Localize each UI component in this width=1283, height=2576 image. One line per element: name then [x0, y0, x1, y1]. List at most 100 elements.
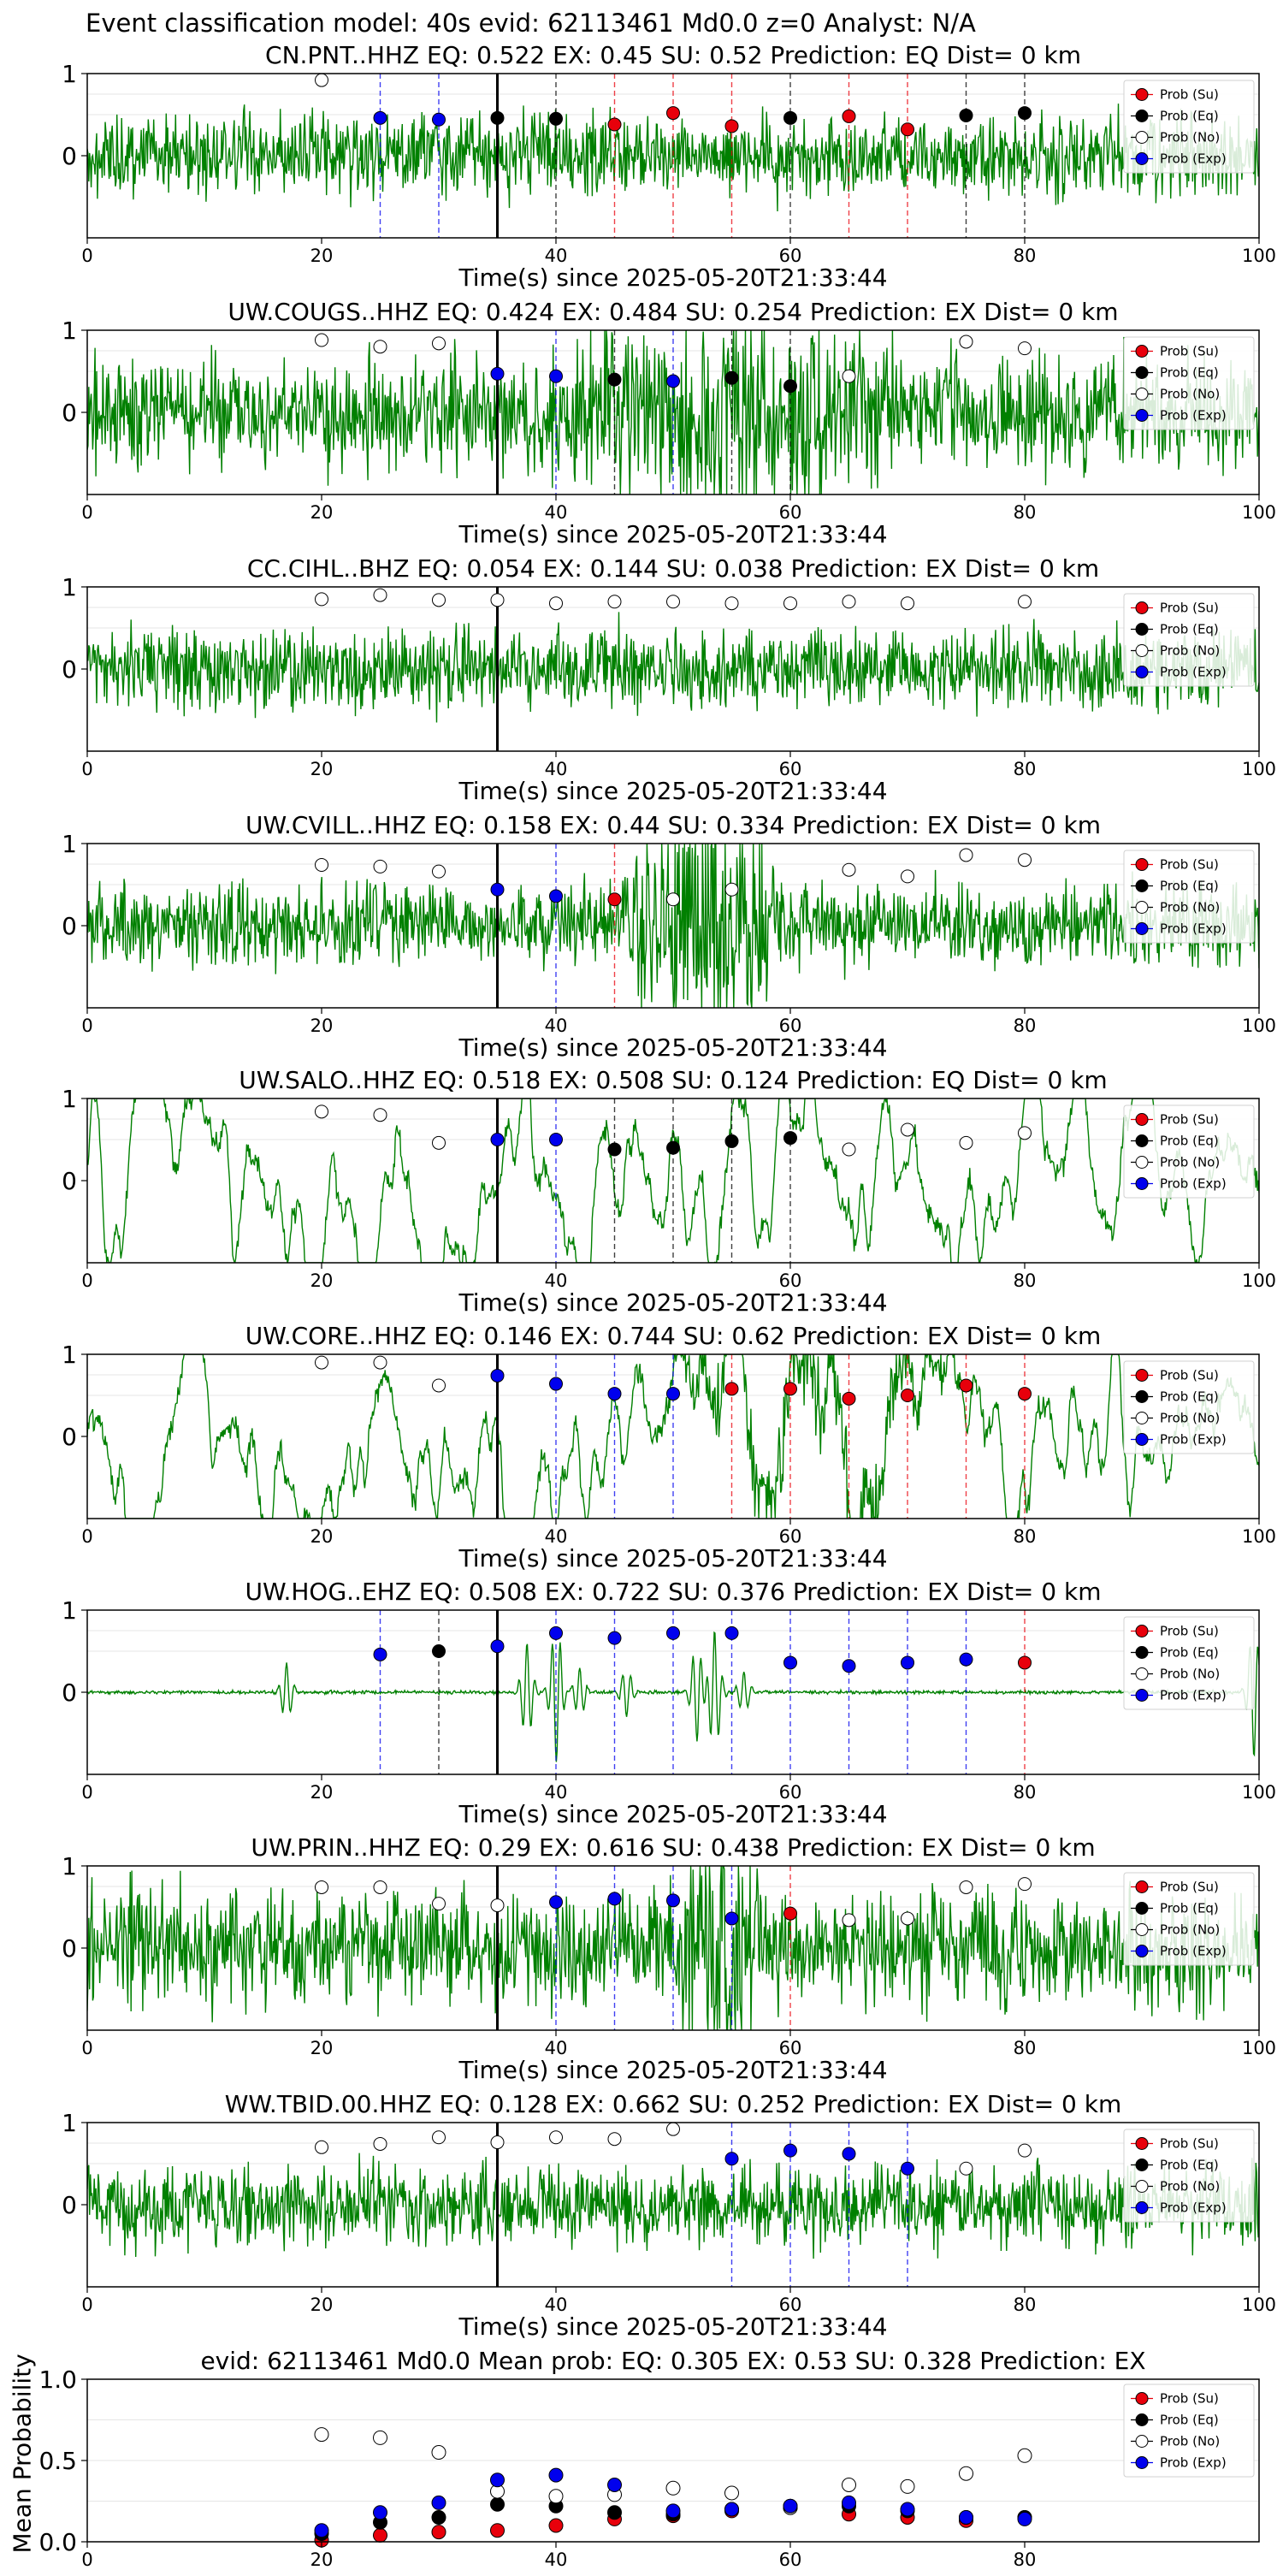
prob-marker-eq [490, 110, 505, 125]
prob-marker-no [315, 1355, 328, 1370]
legend-label-eq: Prob (Eq) [1160, 2158, 1219, 2173]
legend-marker-no [1135, 1412, 1149, 1424]
mean-prob-marker-exp [783, 2498, 798, 2514]
mean-prob-marker-exp [373, 2505, 387, 2520]
prob-marker-no [373, 1355, 387, 1370]
x-tick-label: 100 [1242, 1016, 1276, 1036]
prob-marker-exp [549, 1626, 563, 1640]
legend-label-su: Prob (Su) [1160, 344, 1219, 359]
legend: Prob (Su) Prob (Eq) Prob (No) Prob (Exp) [1123, 336, 1255, 430]
y-tick-label: 1 [62, 573, 77, 601]
panel-title: WW.TBID.00.HHZ EQ: 0.128 EX: 0.662 SU: 0… [224, 2090, 1122, 2118]
y-tick-label: 1 [62, 2109, 77, 2137]
legend-label-exp: Prob (Exp) [1160, 1176, 1227, 1192]
prob-marker-no [959, 848, 973, 862]
legend-marker-exp [1135, 2456, 1149, 2469]
y-tick-label: 1 [62, 317, 77, 345]
legend-marker-no [1135, 388, 1149, 400]
prob-marker-no [959, 1880, 973, 1894]
x-tick-label: 80 [1014, 2295, 1037, 2315]
legend-label-su: Prob (Su) [1160, 1624, 1219, 1639]
plot-area: 0 20 40 60 80 100 1 0 Prob (Su) Prob (Eq) Prob (No… [62, 317, 1276, 523]
legend-label-su: Prob (Su) [1160, 1368, 1219, 1383]
x-tick-label: 100 [1242, 1782, 1276, 1803]
legend-frame [1123, 1104, 1255, 1199]
legend-label-eq: Prob (Eq) [1160, 1901, 1219, 1916]
legend: Prob (Su) Prob (Eq) Prob (No) Prob (Exp) [1123, 2384, 1255, 2478]
legend-label-exp: Prob (Exp) [1160, 921, 1227, 937]
x-tick-label: 20 [310, 1526, 334, 1547]
mean-prob-marker-no [900, 2478, 915, 2494]
prob-marker-exp [490, 1368, 505, 1383]
mean-prob-marker-exp [665, 2503, 681, 2519]
legend-label-no: Prob (No) [1160, 387, 1220, 402]
mean-prob-marker-no [1017, 2448, 1032, 2463]
x-tick-label: 60 [779, 246, 802, 266]
prob-marker-no [373, 1880, 387, 1894]
x-tick-label: 100 [1242, 2038, 1276, 2058]
waveform-trace [87, 1099, 1259, 1263]
prob-marker-no [432, 336, 446, 351]
legend-marker-su [1135, 1625, 1149, 1637]
legend-frame [1123, 850, 1255, 944]
x-tick-label: 40 [545, 1782, 568, 1803]
legend-label-exp: Prob (Exp) [1160, 665, 1227, 680]
mean-prob-marker-su [548, 2518, 564, 2533]
prob-marker-no [1018, 1126, 1032, 1140]
prob-marker-exp [666, 1387, 680, 1401]
x-axis-label: Time(s) since 2025-05-20T21:33:44 [458, 520, 888, 548]
mean-prob-marker-no [431, 2445, 446, 2460]
legend-label-exp: Prob (Exp) [1160, 2455, 1227, 2471]
x-tick-label: 20 [310, 1016, 334, 1036]
prob-marker-exp [901, 2161, 914, 2176]
legend-label-eq: Prob (Eq) [1160, 109, 1219, 124]
mean-prob-marker-exp [548, 2467, 564, 2483]
prob-marker-no [373, 340, 387, 354]
legend-frame [1123, 1616, 1255, 1710]
legend-marker-no [1135, 2435, 1149, 2448]
legend-label-no: Prob (No) [1160, 1411, 1220, 1426]
figure-title: Event classification model: 40s evid: 62… [86, 9, 976, 38]
mean-prob-marker-su [373, 2527, 387, 2543]
mean-prob-marker-exp [607, 2478, 622, 2492]
prob-marker-no [1018, 341, 1032, 356]
x-tick-label: 0 [81, 1270, 92, 1291]
prob-marker-no [666, 595, 680, 609]
legend: Prob (Su) Prob (Eq) Prob (No) Prob (Exp) [1123, 1616, 1255, 1710]
prob-marker-eq [666, 1140, 680, 1155]
legend-label-eq: Prob (Eq) [1160, 1645, 1219, 1661]
prob-marker-su [901, 122, 914, 137]
x-tick-label: 0 [81, 1526, 92, 1547]
prob-marker-eq [724, 370, 739, 385]
legend-marker-exp [1135, 152, 1149, 165]
prob-marker-no [959, 335, 973, 349]
prob-marker-no [490, 593, 505, 607]
prob-marker-exp [549, 889, 563, 903]
legend-marker-su [1135, 345, 1149, 358]
prob-marker-no [315, 1104, 328, 1119]
prob-marker-exp [607, 1387, 622, 1401]
legend-marker-no [1135, 2180, 1149, 2193]
legend: Prob (Su) Prob (Eq) Prob (No) Prob (Exp) [1123, 593, 1255, 687]
waveform-trace [87, 2153, 1259, 2259]
legend-marker-su [1135, 1113, 1149, 1126]
x-tick-label: 0 [81, 2295, 92, 2315]
legend-marker-eq [1135, 1390, 1149, 1403]
legend-marker-exp [1135, 666, 1149, 678]
prob-marker-exp [724, 1911, 739, 1926]
prob-marker-no [901, 596, 914, 611]
x-tick-label: 60 [779, 502, 802, 523]
plot-area: 0 20 40 60 80 100 1 0 Prob (Su) Prob (Eq) Prob (No… [62, 2109, 1276, 2315]
panel-title: UW.CVILL..HHZ EQ: 0.158 EX: 0.44 SU: 0.3… [245, 811, 1101, 839]
legend-label-no: Prob (No) [1160, 130, 1220, 145]
y-tick-label: 0 [62, 142, 77, 170]
legend-label-su: Prob (Su) [1160, 857, 1219, 873]
legend-label-no: Prob (No) [1160, 2179, 1220, 2194]
mean-prob-marker-exp [490, 2472, 505, 2488]
legend-marker-no [1135, 1667, 1149, 1680]
prob-marker-su [783, 1382, 797, 1396]
panel-title: CC.CIHL..BHZ EQ: 0.054 EX: 0.144 SU: 0.0… [246, 554, 1100, 583]
prob-marker-no [432, 1378, 446, 1393]
y-tick-label: 1.0 [38, 2366, 77, 2394]
